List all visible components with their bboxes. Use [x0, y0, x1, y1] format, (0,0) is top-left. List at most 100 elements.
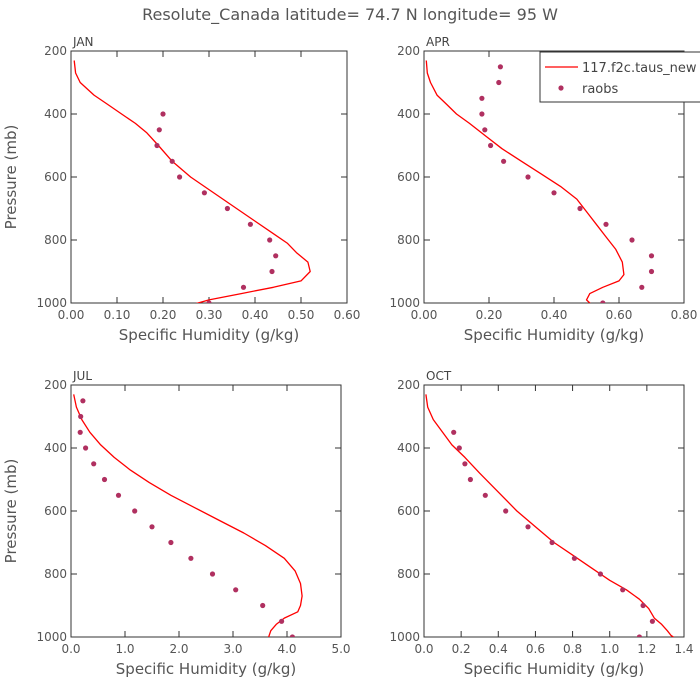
- obs-point-oct: [640, 602, 646, 609]
- x-axis-label-oct: Specific Humidity (g/kg): [464, 660, 644, 678]
- obs-point-jan: [206, 300, 212, 303]
- obs-point-jul: [289, 634, 295, 637]
- model-profile-line-oct: [425, 394, 675, 637]
- x-tick-label-jan: 0.20: [150, 308, 177, 322]
- obs-point-jul: [80, 398, 86, 404]
- x-tick-label-apr: 0.60: [606, 308, 633, 322]
- x-tick-label-jan: 0.30: [196, 308, 223, 322]
- obs-point-oct: [462, 461, 468, 467]
- obs-point-jul: [101, 476, 108, 483]
- obs-point-jul: [149, 524, 155, 530]
- x-tick-label-oct: 1.0: [600, 642, 619, 656]
- x-tick-label-apr: 0.00: [411, 308, 438, 322]
- x-tick-label-jul: 5.0: [331, 642, 350, 656]
- obs-point-oct: [482, 492, 488, 498]
- obs-point-apr: [629, 237, 635, 243]
- y-axis-label-jul: Pressure (mb): [2, 459, 20, 564]
- x-tick-label-oct: 0.2: [452, 642, 471, 656]
- obs-point-jan: [201, 190, 207, 196]
- obs-point-apr: [648, 253, 655, 259]
- obs-point-oct: [456, 445, 462, 451]
- y-tick-label-jul: 800: [44, 567, 67, 581]
- plot-frame-oct: [423, 384, 685, 638]
- x-tick-label-apr: 0.20: [476, 308, 503, 322]
- obs-point-oct: [467, 476, 473, 483]
- series-117-f2c-taus-new-oct: [425, 394, 675, 637]
- x-tick-label-jul: 0.0: [61, 642, 80, 656]
- panel-label-oct: OCT: [426, 369, 452, 383]
- plot-frame-jan: [70, 50, 348, 304]
- y-tick-label-apr: 600: [397, 170, 420, 184]
- panel-label-jan: JAN: [72, 35, 94, 49]
- obs-point-jul: [115, 492, 122, 498]
- x-axis-label-jul: Specific Humidity (g/kg): [116, 660, 296, 678]
- y-tick-label-jan: 400: [44, 107, 67, 121]
- obs-point-jul: [279, 618, 285, 624]
- x-tick-label-jan: 0.10: [104, 308, 131, 322]
- obs-point-apr: [648, 268, 655, 275]
- x-tick-label-jul: 3.0: [223, 642, 242, 656]
- obs-point-jan: [240, 284, 247, 290]
- x-tick-label-jan: 0.60: [334, 308, 361, 322]
- figure-title: Resolute_Canada latitude= 74.7 N longitu…: [142, 5, 558, 25]
- obs-point-apr: [551, 190, 557, 196]
- obs-point-jan: [156, 127, 162, 133]
- obs-point-apr: [600, 300, 606, 303]
- x-tick-label-apr: 0.40: [541, 308, 568, 322]
- obs-point-jul: [260, 602, 266, 609]
- obs-point-apr: [497, 64, 503, 70]
- series-raobs-apr: [479, 64, 655, 303]
- y-axis-label-jan: Pressure (mb): [2, 125, 20, 230]
- y-tick-label-oct: 600: [397, 504, 420, 518]
- obs-point-jan: [169, 158, 175, 164]
- series-raobs-jul: [77, 398, 295, 637]
- obs-point-jul: [233, 587, 239, 593]
- obs-point-jan: [267, 237, 273, 243]
- y-tick-label-jul: 200: [44, 378, 67, 392]
- model-profile-line-jan: [73, 60, 311, 303]
- panels: 0.00 0.10 0.20 0.30 0.40 0.50 0.60 200 400 600 800…: [2, 35, 697, 678]
- legend-dot-swatch: [558, 85, 564, 91]
- obs-point-apr: [639, 284, 645, 290]
- obs-point-jul: [77, 429, 83, 435]
- x-tick-label-jul: 2.0: [169, 642, 188, 656]
- y-tick-label-apr: 400: [397, 107, 420, 121]
- model-profile-line-apr: [425, 60, 625, 303]
- obs-point-oct: [549, 539, 555, 546]
- x-axis-label-jan: Specific Humidity (g/kg): [119, 326, 299, 344]
- obs-point-apr: [603, 221, 609, 227]
- x-tick-label-jul: 1.0: [115, 642, 134, 656]
- legend: 117.f2c.taus_new raobs: [539, 51, 700, 103]
- obs-point-apr: [496, 79, 502, 86]
- obs-point-oct: [503, 508, 509, 514]
- plot-frame-jul: [70, 384, 342, 638]
- legend-obs-label: raobs: [582, 82, 619, 97]
- obs-point-apr: [577, 205, 583, 212]
- y-tick-label-jan: 600: [44, 170, 67, 184]
- series-raobs-oct: [451, 429, 656, 637]
- panel-label-jul: JUL: [72, 369, 92, 383]
- x-tick-label-jan: 0.40: [242, 308, 269, 322]
- x-tick-label-jan: 0.50: [288, 308, 315, 322]
- panel-oct: 0.0 0.2 0.4 0.6 0.8 1.0 1.2 1.4 200 400 600 800 1000…: [389, 369, 693, 678]
- obs-point-jan: [177, 174, 183, 180]
- x-tick-label-oct: 0.6: [526, 642, 545, 656]
- y-tick-label-jan: 1000: [36, 296, 67, 310]
- x-axis-label-apr: Specific Humidity (g/kg): [464, 326, 644, 344]
- y-tick-label-oct: 800: [397, 567, 420, 581]
- y-tick-label-jul: 400: [44, 441, 67, 455]
- y-tick-label-oct: 200: [397, 378, 420, 392]
- obs-point-jan: [269, 268, 275, 275]
- series-117-f2c-taus-new-apr: [425, 60, 625, 303]
- obs-point-apr: [479, 95, 485, 101]
- obs-point-jan: [154, 142, 160, 149]
- x-tick-label-oct: 1.4: [674, 642, 693, 656]
- x-tick-label-oct: 0.0: [414, 642, 433, 656]
- panel-jan: 0.00 0.10 0.20 0.30 0.40 0.50 0.60 200 400 600 800…: [2, 35, 360, 344]
- y-tick-label-apr: 800: [397, 233, 420, 247]
- x-tick-label-oct: 0.8: [563, 642, 582, 656]
- obs-point-apr: [482, 127, 488, 133]
- obs-point-oct: [451, 429, 457, 435]
- series-raobs-jan: [154, 111, 279, 303]
